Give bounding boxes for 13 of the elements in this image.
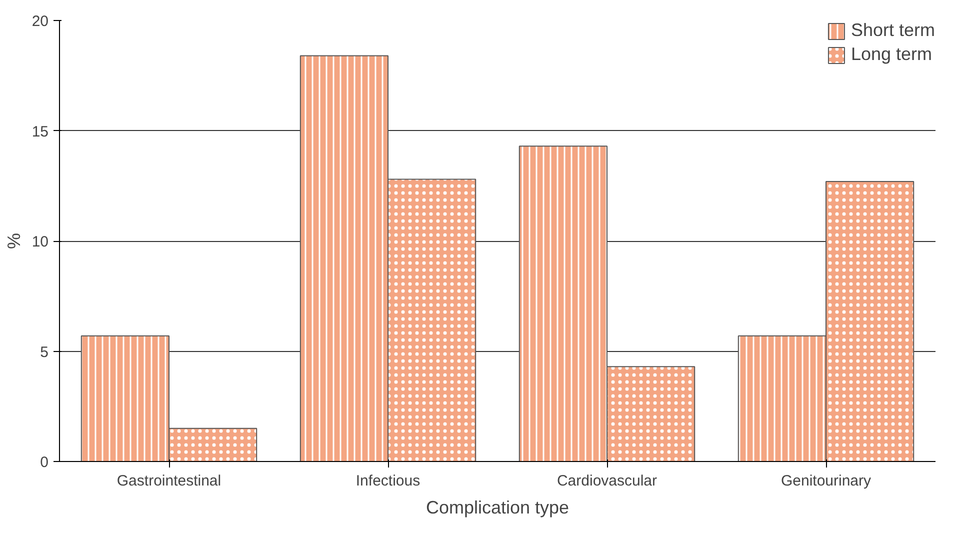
x-tick-label: Genitourinary	[780, 472, 872, 490]
x-tick-label: Gastrointestinal	[116, 472, 222, 490]
legend-label: Short term	[850, 20, 935, 41]
y-tick-label: 20	[32, 13, 49, 30]
x-axis-title: Complication type	[426, 498, 570, 518]
y-tick-label: 0	[40, 454, 48, 471]
x-tick-label: Cardiovascular	[556, 472, 658, 490]
y-tick-label: 5	[40, 344, 48, 361]
y-axis-title: %	[4, 232, 24, 249]
legend-label: Long term	[850, 44, 932, 65]
y-tick-label: 15	[32, 123, 49, 140]
y-tick-label: 10	[32, 234, 49, 250]
x-tick-label: Infectious	[356, 472, 420, 490]
